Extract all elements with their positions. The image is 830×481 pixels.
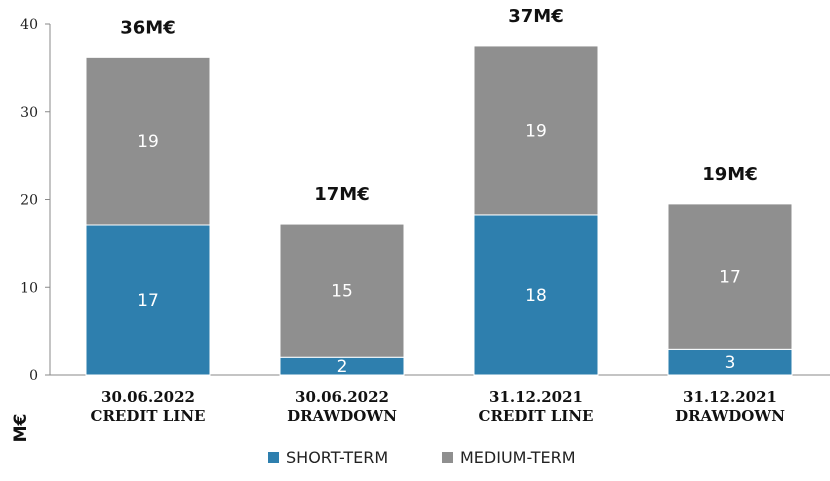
legend-swatch — [268, 452, 279, 463]
bar-segment-label: 2 — [337, 357, 348, 377]
legend-label: MEDIUM-TERM — [460, 448, 576, 467]
bar-segment-label: 3 — [725, 353, 736, 373]
x-category-label-line2: CREDIT LINE — [91, 407, 206, 425]
x-category-label-line2: DRAWDOWN — [287, 407, 397, 425]
x-category-label-line1: 30.06.2022 — [295, 388, 389, 406]
x-category-label-line2: DRAWDOWN — [675, 407, 785, 425]
y-tick-label: 0 — [29, 368, 38, 384]
bar-segment-label: 17 — [719, 268, 741, 288]
bar-medium-term — [279, 223, 405, 358]
x-category-label-line2: CREDIT LINE — [479, 407, 594, 425]
bar-short-term — [473, 214, 599, 376]
x-category-label-line1: 31.12.2021 — [489, 388, 583, 406]
y-tick-label: 40 — [20, 17, 38, 33]
bar-total-label: 17M€ — [314, 184, 370, 205]
y-tick-label: 10 — [20, 280, 38, 296]
bar-segment-label: 17 — [137, 291, 159, 311]
bar-medium-term — [473, 45, 599, 216]
y-axis-label: M€ — [11, 414, 31, 443]
bar-segment-label: 19 — [137, 132, 159, 152]
bar-short-term — [667, 348, 793, 376]
bar-medium-term — [667, 203, 793, 350]
legend-label: SHORT-TERM — [286, 448, 388, 467]
bar-total-label: 36M€ — [120, 17, 176, 38]
y-tick-label: 20 — [20, 193, 38, 209]
bar-medium-term — [85, 56, 211, 226]
x-category-label-line1: 30.06.2022 — [101, 388, 195, 406]
y-tick-label: 30 — [20, 105, 38, 121]
bar-segment-label: 15 — [331, 282, 353, 302]
x-category-label-line1: 31.12.2021 — [683, 388, 777, 406]
bar-total-label: 19M€ — [702, 164, 758, 185]
bar-segment-label: 18 — [525, 286, 547, 306]
bar-short-term — [85, 224, 211, 376]
bar-segment-label: 19 — [525, 121, 547, 141]
legend-swatch — [442, 452, 453, 463]
bar-total-label: 37M€ — [508, 6, 564, 27]
